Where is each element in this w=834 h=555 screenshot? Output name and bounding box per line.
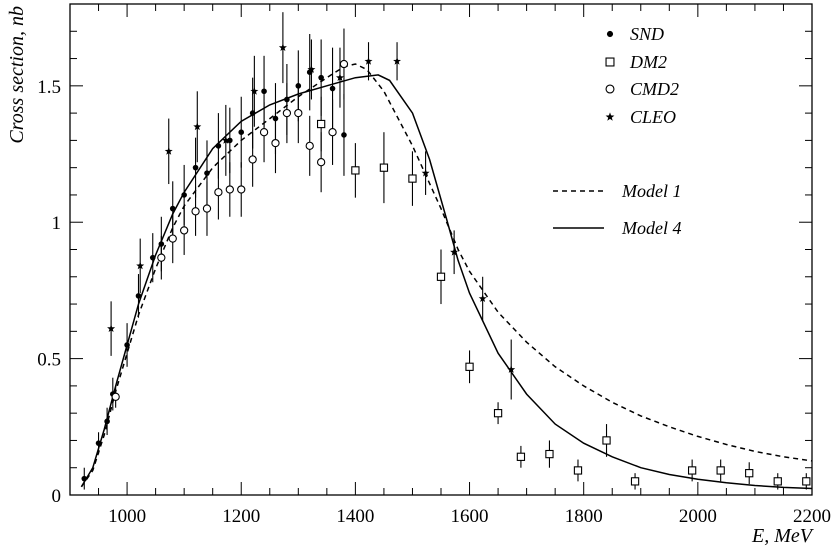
snd-point [95,440,102,446]
data-points [81,12,811,490]
cleo-point [507,365,516,373]
cleo-point [393,57,401,65]
x-tick-label: 1800 [565,506,603,527]
snd-point [238,129,245,136]
dm2-point [630,477,640,486]
x-tick-label: 1400 [336,506,374,527]
legend: SND DM2 CMD2 CLEO Model 1 Model 4 [553,24,681,238]
snd-point [124,342,130,348]
snd-point [341,132,347,138]
model-curves [80,63,813,490]
legend-snd-marker [606,30,614,38]
cmd2-point [157,253,166,262]
dm2-point [516,452,526,461]
cmd2-point [271,138,280,148]
cleo-point [364,57,373,65]
cleo-point [250,87,259,95]
legend-snd-label: SND [630,24,664,44]
cmd2-point [259,128,269,137]
dm2-point [408,174,417,183]
x-tick-label: 1000 [108,506,146,527]
legend-dm2-label: DM2 [629,52,667,72]
legend-model-4-label: Model 4 [621,218,681,238]
cleo-point [307,65,316,73]
snd-point [169,205,176,212]
dm2-point [802,477,811,486]
dm2-point [465,362,474,371]
legend-cmd2-marker [605,84,615,94]
axes: 1000 1200 1400 1600 1800 2000 2200 0 0.5 1 1.5 [37,3,831,527]
dm2-point [687,466,697,475]
snd-point [81,475,88,482]
model-1-curve [80,63,813,488]
y-tick-label: 1.5 [37,77,61,98]
legend-model-1-label: Model 1 [621,181,681,201]
dm2-point [316,119,326,129]
cleo-point [278,43,287,51]
dm2-point [351,166,360,175]
cmd2-point [339,59,349,69]
cmd2-point [294,108,303,118]
legend-cmd2-label: CMD2 [630,79,679,99]
snd-point [192,164,199,171]
dm2-point [436,272,446,281]
model-4-curve [80,74,813,490]
dm2-point [379,163,389,172]
cmd2-point [202,204,212,213]
legend-cleo-marker [605,112,615,121]
cleo-point [421,168,430,177]
cleo-point [336,73,344,81]
cmd2-point [225,185,234,194]
snd-point [329,85,336,92]
snd-point [204,170,210,176]
cleo-point [107,324,116,332]
cleo-point [193,122,202,131]
dm2-point [745,469,754,478]
cmd2-point [316,158,326,167]
x-axis-label: E, MeV [751,525,815,547]
x-tick-label: 2000 [679,506,717,527]
cmd2-point [237,185,246,194]
dm2-point [716,466,725,475]
dm2-point [573,466,583,475]
cmd2-point [305,141,314,150]
cleo-point [136,261,145,270]
dm2-point [602,436,611,445]
snd-point [181,192,187,198]
cmd2-point [282,108,292,118]
y-tick-label: 0 [52,486,62,507]
cmd2-point [180,226,189,235]
cleo-point [450,248,459,256]
snd-point [149,254,156,261]
dm2-point [545,449,554,459]
cmd2-point [191,207,200,216]
legend-cleo-label: CLEO [630,107,676,127]
cmd2-point [328,128,337,137]
cleo-point [164,147,173,155]
y-axis-label: Cross section, nb [6,6,28,144]
snd-point [104,418,110,425]
y-tick-label: 0.5 [37,350,61,371]
snd-point [318,74,324,81]
cmd2-point [248,155,257,164]
x-tick-label: 1600 [451,506,489,527]
legend-dm2-marker [605,57,615,67]
y-tick-label: 1 [52,213,62,234]
snd-point [135,293,142,299]
snd-point [215,143,222,149]
cmd2-point [168,234,177,243]
dm2-point [493,409,503,418]
cleo-point [221,136,230,144]
snd-point [227,137,233,144]
cleo-point [478,294,487,302]
cmd2-point [214,188,223,197]
cmd2-point [111,392,120,401]
snd-point [261,88,267,95]
x-tick-label: 1200 [222,506,260,527]
dm2-point [773,477,782,486]
x-tick-label: 2200 [793,506,831,527]
